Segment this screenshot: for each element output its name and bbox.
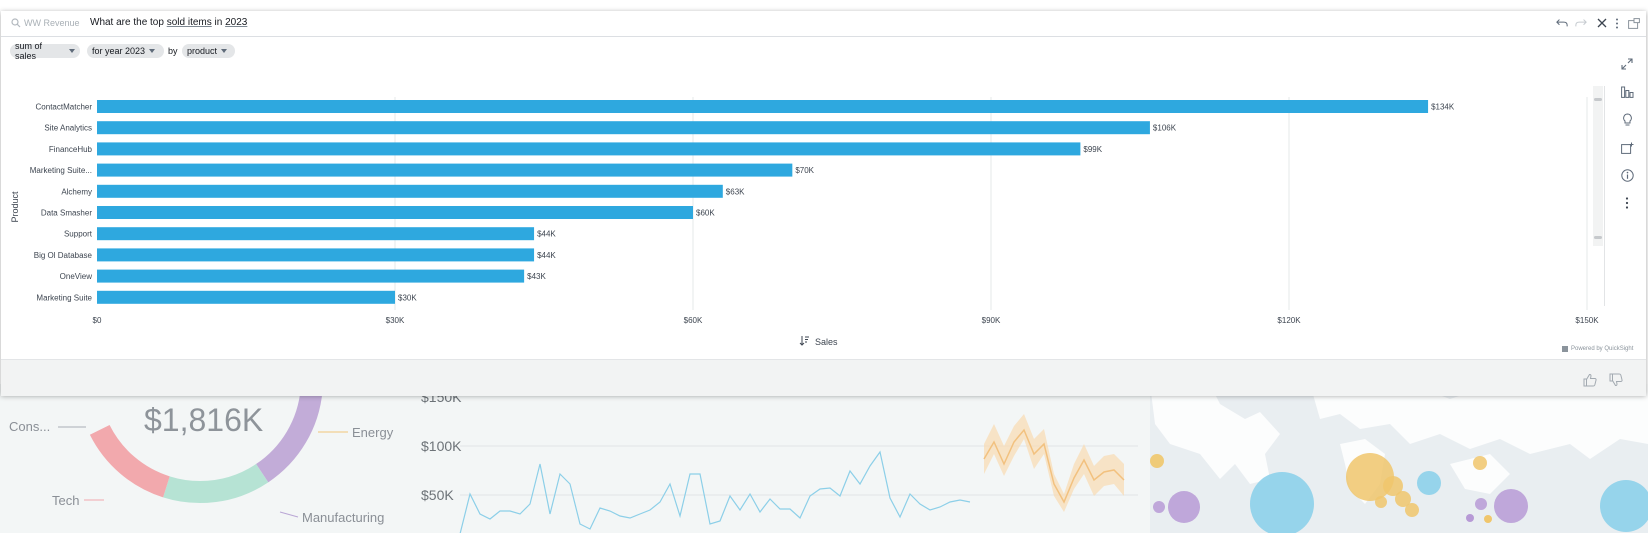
bar[interactable] [97, 269, 525, 283]
bar-value-label: $106K [1153, 124, 1177, 133]
lightbulb-icon[interactable] [1619, 111, 1635, 127]
add-to-analysis-icon[interactable] [1619, 140, 1635, 156]
bar-value-label: $134K [1431, 103, 1455, 112]
bar-value-label: $30K [398, 293, 417, 302]
dimension-chip-label: product [187, 46, 218, 56]
measure-chip-label: sum of sales [15, 41, 43, 61]
chevron-down-icon [221, 49, 228, 53]
bar-chart-type-icon[interactable] [1619, 84, 1635, 100]
question-input[interactable]: What are the top sold items in 2023 [90, 17, 247, 28]
question-term-sold-items[interactable]: sold items [166, 17, 212, 28]
bar[interactable] [97, 290, 395, 304]
donut-chart [58, 384, 348, 518]
chart-scrollbar[interactable] [1593, 86, 1603, 246]
y-category-label: Marketing Suite... [30, 166, 92, 175]
y-category-label: Site Analytics [44, 124, 92, 133]
more-options-icon[interactable] [1611, 17, 1623, 29]
map-panel[interactable] [1150, 384, 1648, 533]
question-text-part: in [211, 17, 226, 28]
bar-value-label: $44K [537, 230, 556, 239]
measure-chip[interactable]: sum of sales [10, 41, 80, 61]
scrollbar-handle-top[interactable] [1594, 98, 1602, 101]
question-term-year[interactable]: 2023 [225, 17, 248, 28]
info-icon[interactable] [1619, 167, 1635, 183]
quicksight-logo-icon [1562, 346, 1568, 352]
y-category-label: FinanceHub [49, 145, 93, 154]
x-tick-label: $0 [93, 316, 102, 325]
donut-label-cons: Cons... [9, 419, 51, 434]
donut-center-value: $1,816K [144, 402, 264, 438]
more-actions-icon[interactable] [1619, 195, 1635, 211]
bubble-map [1150, 384, 1648, 533]
bar[interactable] [97, 121, 1150, 135]
dimension-chip[interactable]: product [182, 44, 235, 58]
line-y-tick: $50K [421, 487, 454, 503]
y-category-label: ContactMatcher [36, 103, 93, 112]
line-chart [459, 414, 1138, 533]
q-answer-panel: WW Revenue What are the top sold items i… [1, 11, 1646, 396]
undo-icon[interactable] [1556, 17, 1568, 29]
bar[interactable] [97, 163, 793, 177]
bar-value-label: $43K [527, 272, 546, 281]
topic-name: WW Revenue [24, 18, 80, 28]
donut-label-energy: Energy [352, 425, 394, 440]
question-bar: WW Revenue What are the top sold items i… [1, 11, 1646, 37]
x-axis-title[interactable]: Sales [815, 337, 838, 347]
line-chart-panel[interactable]: $150K $100K $50K [410, 384, 1150, 533]
expand-icon[interactable] [1619, 56, 1635, 72]
x-tick-label: $120K [1277, 316, 1301, 325]
y-category-label: Data Smasher [41, 209, 92, 218]
bar[interactable] [97, 184, 723, 198]
date-chip-label: for year 2023 [92, 46, 146, 56]
bar[interactable] [97, 227, 535, 241]
bar-value-label: $63K [726, 187, 745, 196]
y-category-label: Marketing Suite [36, 293, 92, 302]
topic-selector[interactable]: WW Revenue [11, 18, 80, 28]
powered-by-quicksight: Powered by QuickSight [1562, 346, 1633, 352]
chevron-down-icon [69, 49, 75, 53]
chevron-down-icon [149, 49, 156, 53]
x-tick-label: $150K [1575, 316, 1599, 325]
line-y-tick: $100K [421, 438, 462, 454]
y-category-label: Big Ol Database [34, 251, 93, 260]
x-tick-label: $60K [684, 316, 703, 325]
bar-value-label: $70K [795, 166, 814, 175]
thumbs-down-icon[interactable] [1609, 373, 1623, 387]
close-icon[interactable] [1596, 17, 1608, 29]
x-tick-label: $90K [982, 316, 1001, 325]
y-axis-title: Product [10, 191, 20, 223]
powered-by-label: Powered by QuickSight [1571, 346, 1634, 352]
search-icon [11, 18, 21, 28]
bar[interactable] [97, 248, 535, 262]
thumbs-up-icon[interactable] [1583, 373, 1597, 387]
question-text-part: What are the top [90, 17, 167, 28]
scrollbar-track-line [1604, 86, 1605, 306]
y-category-label: OneView [60, 272, 93, 281]
bar[interactable] [97, 206, 693, 219]
sort-icon[interactable] [799, 336, 809, 346]
redo-icon[interactable] [1575, 17, 1587, 29]
bar[interactable] [97, 142, 1081, 156]
x-tick-label: $30K [386, 316, 405, 325]
y-category-label: Alchemy [61, 187, 92, 196]
bar-value-label: $44K [537, 251, 556, 260]
bar[interactable] [97, 100, 1429, 113]
bar-chart: $0 $30K $60K $90K $120K $150K ContactMatcher $1… [10, 97, 1599, 347]
feedback-footer [1, 359, 1646, 396]
bar-value-label: $99K [1083, 145, 1102, 154]
by-word: by [168, 46, 178, 56]
donut-chart-panel[interactable]: $1,816K Cons... Energy Tech Manufacturin… [0, 384, 410, 533]
donut-label-tech: Tech [52, 493, 80, 508]
y-category-label: Support [64, 230, 93, 239]
donut-label-manufacturing: Manufacturing [302, 510, 385, 525]
pin-to-dashboard-icon[interactable] [1628, 17, 1640, 29]
date-filter-chip[interactable]: for year 2023 [87, 44, 164, 58]
bar-value-label: $60K [696, 209, 715, 218]
scrollbar-handle-bottom[interactable] [1594, 236, 1602, 239]
